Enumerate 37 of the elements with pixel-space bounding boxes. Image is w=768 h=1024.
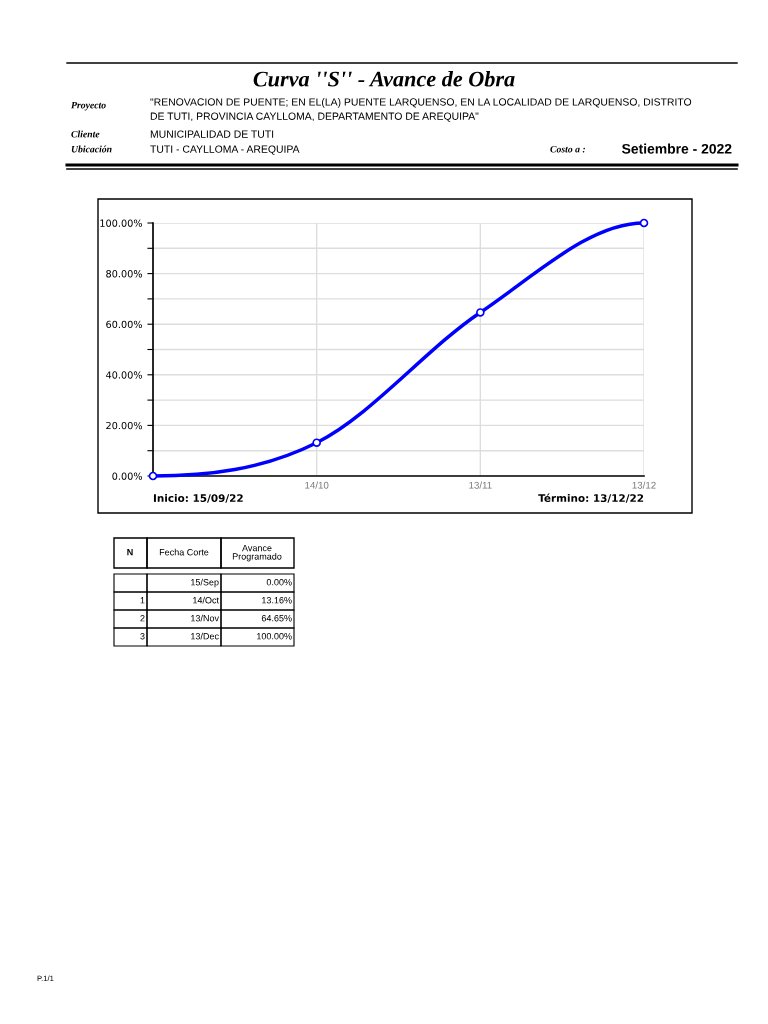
x-tick-label: 13/11 <box>469 481 492 489</box>
text: 15/Sep <box>191 578 219 588</box>
y-tick-label: 60.00% <box>106 320 143 329</box>
text: N <box>127 549 133 556</box>
text: Ubicación <box>71 145 112 153</box>
text: 13/Nov <box>191 614 219 622</box>
point <box>312 438 321 448</box>
text: Costo a : <box>550 145 585 153</box>
text: Inicio: 15/09/22 <box>153 493 243 503</box>
x-tick-label: 14/10 <box>305 481 329 489</box>
point <box>476 308 485 317</box>
y-tick-label: 80.00% <box>106 270 143 278</box>
text: 1 <box>140 597 145 604</box>
text: Fecha Corte <box>159 548 209 556</box>
x-tick-label: 13/12 <box>632 481 656 489</box>
y-tick-label: 0.00% <box>112 472 143 480</box>
text: TUTI - CAYLLOMA - AREQUIPA <box>150 145 300 155</box>
y-tick-label: 100.00% <box>100 219 143 227</box>
y-tick-label: 40.00% <box>105 371 143 379</box>
text: "RENOVACION DE PUENTE; EN EL(LA) PUENTE LARQUENSO, EN LA LOCALIDAD DE LARQUENSO, DISTRITO DE TUTI, PROVINCIA CAYLLOMA, DEPARTAMENTO DE AREQUIPA" <box>150 98 692 122</box>
text: Setiembre - 2022 <box>622 143 732 154</box>
text: 0.00% <box>266 579 292 586</box>
y-tick-label: 20.00% <box>106 421 143 430</box>
chart-title: Curva ''S'' - Avance de Obra <box>253 70 515 87</box>
text: 13/Dec <box>191 632 219 640</box>
text: 64.65% <box>261 615 292 622</box>
text: Avance Programado <box>232 544 282 562</box>
text: 100.00% <box>257 633 292 640</box>
text: 2 <box>140 615 145 622</box>
text: Término: 13/12/22 <box>538 493 644 503</box>
text: MUNICIPALIDAD DE TUTI <box>150 130 274 138</box>
text: 14/Oct <box>193 596 219 604</box>
point <box>639 218 649 228</box>
text: 3 <box>140 633 145 640</box>
text: 13.16% <box>262 597 292 604</box>
text: Proyecto <box>71 101 106 111</box>
text: Cliente <box>71 130 100 138</box>
